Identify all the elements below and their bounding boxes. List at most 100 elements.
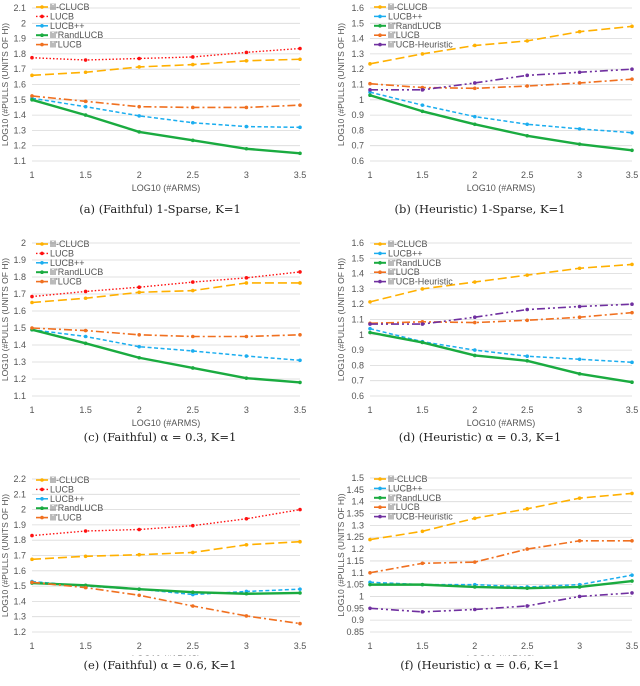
data-point <box>630 77 634 81</box>
y-tick-label: 1.9 <box>13 520 26 530</box>
data-point <box>137 333 141 337</box>
x-tick-label: 1.5 <box>416 170 429 180</box>
caption: (d) (Heuristic) α = 0.3, K=1 <box>398 430 562 444</box>
legend-label: lil'LUCB <box>388 502 420 512</box>
data-point <box>191 280 195 284</box>
y-tick-label: 1.3 <box>351 284 364 294</box>
legend-label: lil'RandLUCB <box>50 267 103 277</box>
y-tick-label: 0.9 <box>351 615 364 625</box>
x-tick-label: 3.5 <box>626 641 639 651</box>
series-line <box>369 592 633 613</box>
series-line <box>31 98 301 155</box>
data-point <box>83 341 88 346</box>
data-point <box>30 294 34 299</box>
y-tick-label: 1.2 <box>351 544 364 554</box>
data-point <box>420 340 425 345</box>
data-point <box>137 285 141 289</box>
data-point <box>525 547 529 551</box>
x-tick-label: 1.5 <box>79 641 92 651</box>
y-tick-label: 1.2 <box>13 141 26 151</box>
data-point <box>473 516 477 521</box>
y-tick-label: 1.8 <box>13 272 26 282</box>
series-line <box>369 574 633 588</box>
data-point <box>420 88 425 92</box>
x-axis-label: LOG10 (#ARMS) <box>467 183 536 193</box>
data-point <box>191 550 195 555</box>
data-point <box>83 585 88 590</box>
data-point <box>368 537 372 542</box>
data-point <box>244 376 249 380</box>
data-point <box>137 114 141 118</box>
x-tick-label: 3.5 <box>294 405 307 415</box>
y-tick-label: 1.25 <box>346 532 364 542</box>
legend-marker <box>378 270 382 274</box>
y-tick-label: 1.6 <box>13 566 26 576</box>
data-point <box>420 529 425 534</box>
data-point <box>137 56 141 61</box>
y-axis-label: LOG10 (#PULLS (UNITS OF H)) <box>336 493 346 616</box>
data-point <box>420 109 425 114</box>
data-point <box>298 103 302 107</box>
data-point <box>473 43 477 48</box>
data-point <box>577 496 582 500</box>
data-point <box>298 380 302 385</box>
x-tick-label: 3.5 <box>294 170 307 180</box>
y-tick-label: 1.6 <box>351 3 364 13</box>
x-tick-label: 2.5 <box>521 170 534 180</box>
y-tick-label: 1.2 <box>13 374 26 384</box>
y-axis-label: LOG10 (#PULLS (UNITS OF H)) <box>336 258 346 381</box>
y-tick-label: 1.1 <box>351 315 364 325</box>
x-tick-label: 1 <box>29 405 34 415</box>
data-point <box>420 561 425 566</box>
y-tick-label: 1.4 <box>13 340 26 350</box>
legend-marker <box>378 33 382 37</box>
data-point <box>577 142 582 146</box>
data-point <box>368 62 372 66</box>
data-point <box>137 355 141 360</box>
y-tick-label: 1.6 <box>13 80 26 90</box>
data-point <box>630 591 634 595</box>
legend-label: LUCB++ <box>50 258 85 268</box>
data-point <box>525 273 529 277</box>
data-point <box>244 281 249 285</box>
series-line <box>369 25 633 65</box>
y-tick-label: 1.4 <box>351 497 364 507</box>
series-line <box>370 68 633 91</box>
series-line <box>31 58 301 77</box>
legend-marker <box>378 279 382 284</box>
data-point <box>577 315 582 320</box>
data-point <box>298 358 302 363</box>
data-point <box>298 125 302 130</box>
data-point <box>83 58 88 62</box>
data-point <box>420 103 425 107</box>
data-point <box>298 151 302 156</box>
data-point <box>83 104 88 109</box>
series-line <box>31 580 301 596</box>
y-tick-label: 1.2 <box>351 299 364 309</box>
data-point <box>30 557 34 562</box>
series-line <box>31 47 301 61</box>
data-point <box>473 607 477 612</box>
data-point <box>420 322 425 326</box>
legend-label: lil-CLUCB <box>50 2 90 12</box>
x-tick-label: 1 <box>367 170 372 180</box>
legend-label: lil'LUCB <box>50 40 82 50</box>
data-point <box>298 333 302 337</box>
legend-marker <box>40 242 44 246</box>
legend-label: LUCB <box>50 484 74 494</box>
y-tick-label: 1.05 <box>346 580 364 590</box>
y-axis-label: LOG10 (#PULLS (UNITS OF H)) <box>0 258 10 381</box>
y-tick-label: 1.1 <box>13 391 26 401</box>
data-point <box>473 585 477 589</box>
data-point <box>244 542 249 547</box>
data-point <box>577 372 582 376</box>
data-point <box>30 73 34 78</box>
data-point <box>525 318 529 323</box>
legend-label: lil'RandLUCB <box>50 503 103 513</box>
data-point <box>525 586 529 590</box>
legend-label: lil'LUCB <box>50 277 82 287</box>
x-tick-label: 3 <box>244 170 249 180</box>
x-tick-label: 2.5 <box>187 405 200 415</box>
data-point <box>577 357 582 362</box>
x-tick-label: 2 <box>472 641 477 651</box>
